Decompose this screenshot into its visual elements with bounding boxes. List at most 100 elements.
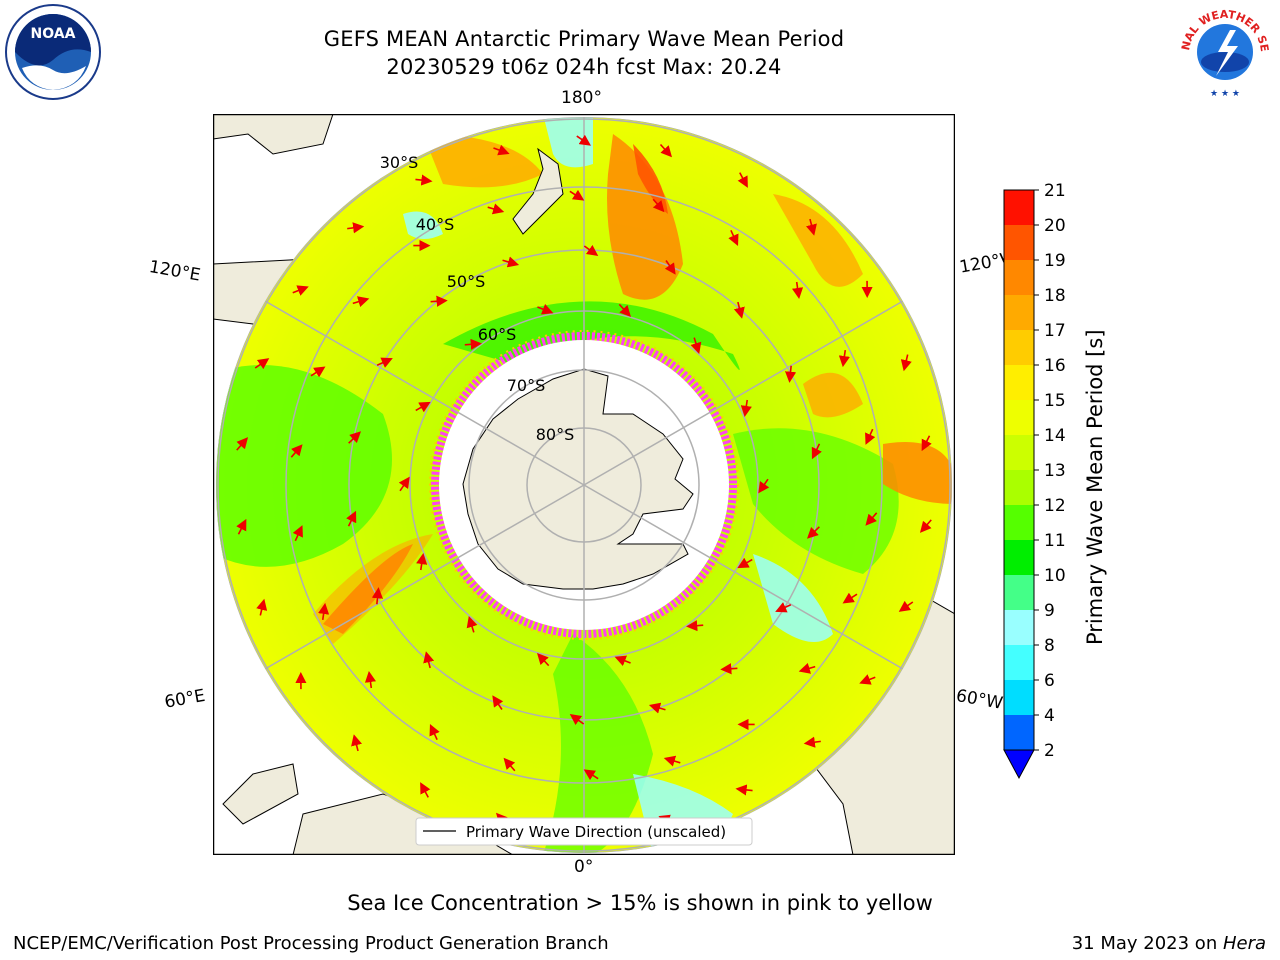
lat-label-80s: 80°S xyxy=(536,425,575,444)
wave-direction-arrow xyxy=(659,143,672,158)
wave-direction-arrow xyxy=(686,620,704,632)
lon-label-180: 180° xyxy=(561,88,602,108)
svg-text:★ ★ ★: ★ ★ ★ xyxy=(1210,89,1240,99)
wave-direction-arrow xyxy=(292,285,309,296)
wave-direction-arrows xyxy=(236,134,932,836)
wave-direction-arrow xyxy=(537,652,550,667)
wave-direction-arrow xyxy=(652,198,665,213)
wave-direction-arrow xyxy=(663,755,681,767)
wave-direction-arrow xyxy=(398,476,410,492)
colorbar-segment xyxy=(1004,505,1034,540)
wave-direction-arrow xyxy=(618,303,631,318)
colorbar-tick-label: 6 xyxy=(1044,671,1055,691)
wave-direction-arrow xyxy=(416,553,428,571)
wave-direction-arrow xyxy=(348,431,362,444)
colorbar-segment xyxy=(1004,470,1034,505)
wave-direction-arrow xyxy=(569,189,585,201)
wave-direction-arrow xyxy=(254,358,270,370)
wave-direction-arrow xyxy=(737,557,753,569)
colorbar-title: Primary Wave Mean Period [s] xyxy=(1083,329,1107,645)
wave-direction-arrow xyxy=(569,713,585,726)
wave-direction-arrow xyxy=(806,526,820,539)
wave-direction-arrow xyxy=(900,354,912,372)
noaa-logo-text: NOAA xyxy=(31,26,76,42)
wave-direction-arrow xyxy=(347,222,365,234)
wave-direction-arrow xyxy=(737,172,748,188)
polar-map: 30°S 40°S 50°S 60°S 70°S 80°S Primary Wa… xyxy=(213,114,955,855)
wave-direction-arrow xyxy=(464,338,482,350)
wave-direction-arrow xyxy=(583,244,599,257)
lat-label-70s: 70°S xyxy=(507,376,546,395)
sea-ice-note: Sea Ice Concentration > 15% is shown in … xyxy=(347,891,933,915)
lat-label-50s: 50°S xyxy=(447,272,486,291)
wave-direction-arrow xyxy=(493,144,510,156)
colorbar-segment xyxy=(1004,365,1034,400)
colorbar-segment xyxy=(1004,645,1034,680)
sea-ice-edge-yellow xyxy=(429,330,739,640)
colorbar-segment xyxy=(1004,540,1034,575)
wave-direction-arrow xyxy=(664,260,676,275)
colorbar-tick-label: 2 xyxy=(1044,741,1055,761)
wave-direction-arrow xyxy=(503,757,516,772)
wave-direction-arrow xyxy=(735,784,753,796)
wave-direction-arrow xyxy=(492,695,504,710)
wave-direction-arrow xyxy=(614,655,631,667)
band-green-south xyxy=(543,634,653,853)
colorbar-tick-label: 11 xyxy=(1044,531,1066,551)
colorbar-segment xyxy=(1004,610,1034,645)
legend-label: Primary Wave Direction (unscaled) xyxy=(466,823,726,841)
host-name: Hera xyxy=(1222,933,1266,954)
wave-direction-arrow xyxy=(838,350,850,368)
colorbar-segment xyxy=(1004,260,1034,295)
colorbar-segment xyxy=(1004,330,1034,365)
lon-label-0: 0° xyxy=(574,857,594,877)
colorbar-segment xyxy=(1004,225,1034,260)
chart-title: GEFS MEAN Antarctic Primary Wave Mean Pe… xyxy=(323,27,845,51)
wave-direction-arrow xyxy=(420,782,431,798)
wave-direction-arrow xyxy=(466,615,478,633)
band-cyan-n xyxy=(543,117,593,168)
colorbar-tick-label: 16 xyxy=(1044,356,1066,376)
wave-direction-arrow xyxy=(690,337,702,355)
wave-direction-arrow xyxy=(415,174,433,186)
land-madagascar xyxy=(222,763,299,825)
wave-direction-arrow xyxy=(376,357,393,368)
colorbar-tick-label: 14 xyxy=(1044,426,1066,446)
wave-direction-arrow xyxy=(865,512,878,526)
colorbar-tick-label: 8 xyxy=(1044,636,1055,656)
wave-direction-arrow xyxy=(415,401,431,413)
band-orange-e2 xyxy=(803,372,863,418)
wave-direction-arrow xyxy=(310,366,326,378)
colorbar-under-arrow xyxy=(1003,749,1035,780)
colorbar-tick-label: 20 xyxy=(1044,216,1066,236)
wave-direction-arrow xyxy=(865,428,876,445)
wave-direction-arrow xyxy=(648,702,666,714)
lat-label-30s: 30°S xyxy=(380,153,419,172)
colorbar-segment xyxy=(1004,680,1034,715)
band-orange-ne xyxy=(773,194,863,287)
wave-direction-arrow xyxy=(537,303,554,315)
wave-direction-arrow xyxy=(371,587,384,605)
wave-direction-arrow xyxy=(256,598,268,616)
wave-direction-arrow xyxy=(728,229,739,246)
nws-logo-icon: NATIONAL WEATHER SERVICE ★ ★ ★ xyxy=(1167,0,1278,102)
wave-direction-arrow xyxy=(583,769,599,781)
band-orange-north xyxy=(607,134,683,300)
colorbar-tick-label: 21 xyxy=(1044,181,1066,201)
wave-direction-arrow xyxy=(803,736,821,748)
colorbar-tick-label: 18 xyxy=(1044,286,1066,306)
wave-direction-arrow xyxy=(236,437,249,451)
lat-label-40s: 40°S xyxy=(416,215,455,234)
colorbar-segment xyxy=(1004,575,1034,610)
wave-direction-arrow xyxy=(364,670,376,689)
date-stamp: 31 May 2023 on Hera xyxy=(1072,933,1266,954)
colorbar-segment xyxy=(1004,295,1034,330)
colorbar-segment xyxy=(1004,190,1034,225)
credit-text: NCEP/EMC/Verification Post Processing Pr… xyxy=(13,933,609,954)
wave-direction-arrow xyxy=(346,510,357,527)
wave-direction-arrow xyxy=(842,592,858,604)
land-antarctica xyxy=(462,368,694,590)
wave-direction-arrow xyxy=(758,478,770,494)
wave-direction-arrow xyxy=(898,600,914,612)
wave-direction-arrow xyxy=(859,674,876,685)
